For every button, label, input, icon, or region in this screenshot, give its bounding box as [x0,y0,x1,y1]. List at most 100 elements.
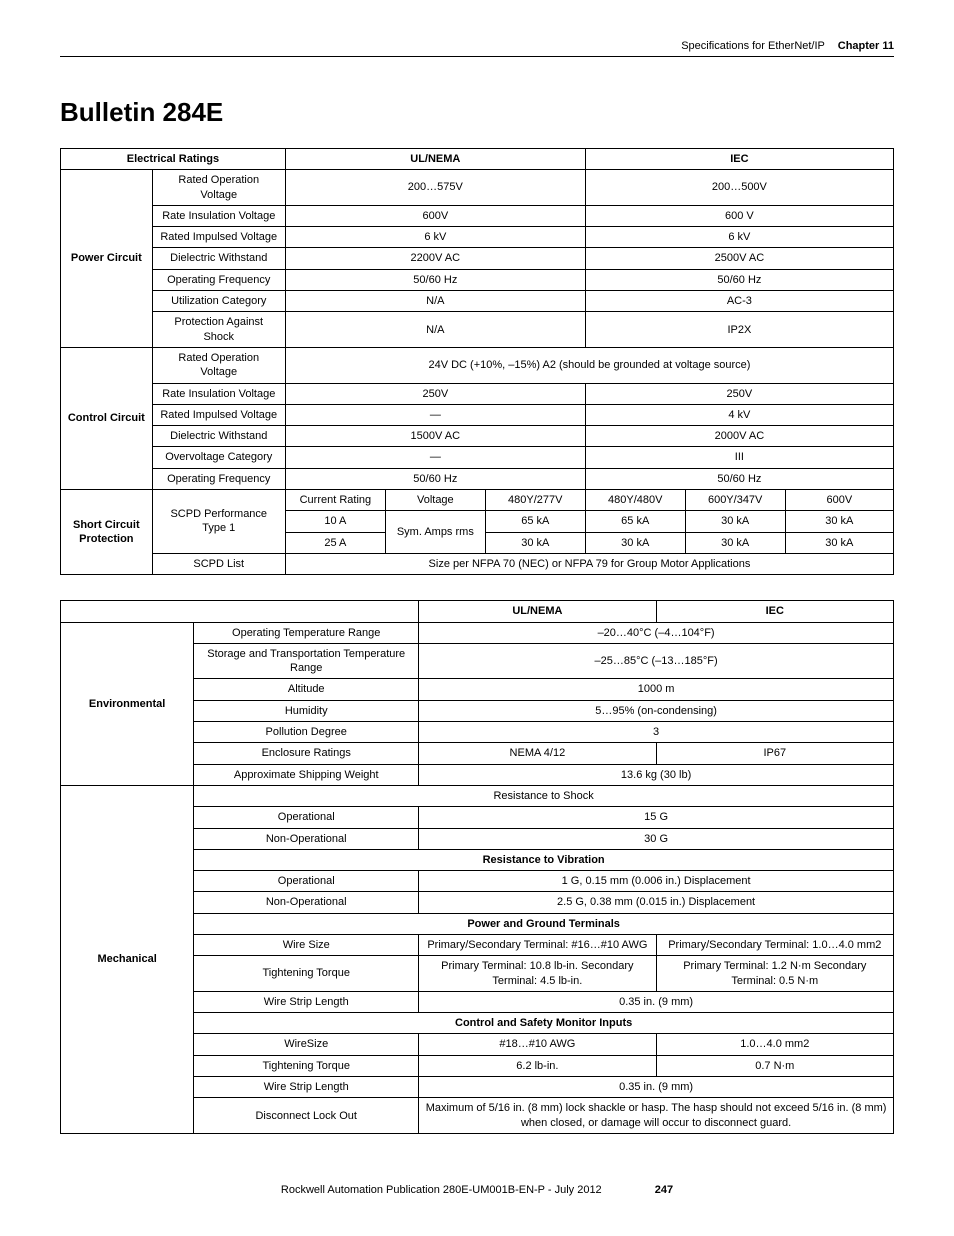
pc-row-label: Operating Frequency [152,269,285,290]
scpd-cell: 30 kA [485,532,585,553]
cs-row-ul: #18…#10 AWG [419,1034,656,1055]
cs-row-label: WireSize [194,1034,419,1055]
env-row-label: Approximate Shipping Weight [194,764,419,785]
pc-row-ul: N/A [285,291,585,312]
scpd-cell: 30 kA [685,532,785,553]
vib-row-val: 2.5 G, 0.38 mm (0.015 in.) Displacement [419,892,894,913]
footer-publication: Rockwell Automation Publication 280E-UM0… [281,1184,602,1196]
cc-row-ul: 1500V AC [285,426,585,447]
cc-row-label: Dielectric Withstand [152,426,285,447]
cc-row-ul: — [285,447,585,468]
footer-page-number: 247 [655,1184,673,1196]
vib-row-label: Non-Operational [194,892,419,913]
pg-row-val: 0.35 in. (9 mm) [419,991,894,1012]
scpd-h5: 600Y/347V [685,490,785,511]
electrical-ratings-table: Electrical Ratings UL/NEMA IEC Power Cir… [60,148,894,575]
th-iec2: IEC [656,601,893,622]
scpd-type-label: SCPD Performance Type 1 [152,490,285,554]
cs-row-ul: 6.2 lb-in. [419,1055,656,1076]
scpd-h6: 600V [785,490,893,511]
pc-row-ul: 6 kV [285,227,585,248]
power-circuit-label: Power Circuit [61,170,153,348]
env-row-iec: IP67 [656,743,893,764]
th-electrical-ratings: Electrical Ratings [61,149,286,170]
env-row-val: 13.6 kg (30 lb) [419,764,894,785]
env-row-label: Humidity [194,700,419,721]
cc-row-iec: 50/60 Hz [585,468,893,489]
pc-row-label: Rated Operation Voltage [152,170,285,206]
env-row-label: Pollution Degree [194,722,419,743]
pc-row-ul: 600V [285,205,585,226]
cc-row-label: Operating Frequency [152,468,285,489]
header-chapter: Chapter 11 [838,40,894,52]
cc-row-span: 24V DC (+10%, –15%) A2 (should be ground… [285,347,893,383]
environmental-label: Environmental [61,622,194,785]
cs-row-iec: 1.0…4.0 mm2 [656,1034,893,1055]
pg-row-label: Tightening Torque [194,956,419,992]
shock-row-val: 15 G [419,807,894,828]
cs-row-label: Wire Strip Length [194,1077,419,1098]
scpd-h3: 480Y/277V [485,490,585,511]
pc-row-label: Utilization Category [152,291,285,312]
mechanical-label: Mechanical [61,785,194,1133]
scpd-cell: 30 kA [785,511,893,532]
scpd-cr: 10 A [285,511,385,532]
pc-row-ul: N/A [285,312,585,348]
vib-row-label: Operational [194,871,419,892]
pg-row-label: Wire Size [194,934,419,955]
power-ground-header: Power and Ground Terminals [194,913,894,934]
pg-row-ul: Primary/Secondary Terminal: #16…#10 AWG [419,934,656,955]
pg-row-ul: Primary Terminal: 10.8 lb-in. Secondary … [419,956,656,992]
scpd-cr: 25 A [285,532,385,553]
cc-row-label: Rate Insulation Voltage [152,383,285,404]
page-title: Bulletin 284E [60,97,894,128]
env-row-label: Storage and Transportation Temperature R… [194,643,419,679]
env-row-label: Altitude [194,679,419,700]
pg-row-iec: Primary Terminal: 1.2 N·m Secondary Term… [656,956,893,992]
cc-row-label: Rated Operation Voltage [152,347,285,383]
cs-row-label: Disconnect Lock Out [194,1098,419,1134]
pc-row-iec: 50/60 Hz [585,269,893,290]
shock-row-label: Operational [194,807,419,828]
scpd-cell: 30 kA [585,532,685,553]
scpd-h2: Voltage [385,490,485,511]
vibration-header: Resistance to Vibration [194,849,894,870]
header-doc-title: Specifications for EtherNet/IP [681,40,824,52]
short-circuit-label: Short Circuit Protection [61,490,153,575]
shock-row-val: 30 G [419,828,894,849]
page-footer: Rockwell Automation Publication 280E-UM0… [60,1184,894,1196]
pg-row-iec: Primary/Secondary Terminal: 1.0…4.0 mm2 [656,934,893,955]
scpd-cell: 65 kA [485,511,585,532]
env-row-val: –25…85°C (–13…185°F) [419,643,894,679]
env-row-label: Operating Temperature Range [194,622,419,643]
shock-header: Resistance to Shock [194,785,894,806]
scpd-cell: 30 kA [685,511,785,532]
pc-row-ul: 2200V AC [285,248,585,269]
cc-row-ul: 250V [285,383,585,404]
env-row-val: 1000 m [419,679,894,700]
env-row-ul: NEMA 4/12 [419,743,656,764]
pc-row-ul: 200…575V [285,170,585,206]
scpd-cell: 30 kA [785,532,893,553]
scpd-list-val: Size per NFPA 70 (NEC) or NFPA 79 for Gr… [285,553,893,574]
scpd-h1: Current Rating [285,490,385,511]
cs-row-val: 0.35 in. (9 mm) [419,1077,894,1098]
scpd-list-label: SCPD List [152,553,285,574]
cc-row-label: Overvoltage Category [152,447,285,468]
pc-row-label: Rated Impulsed Voltage [152,227,285,248]
env-row-val: 3 [419,722,894,743]
cc-row-iec: 4 kV [585,404,893,425]
shock-row-label: Non-Operational [194,828,419,849]
cc-row-ul: — [285,404,585,425]
cs-row-val: Maximum of 5/16 in. (8 mm) lock shackle … [419,1098,894,1134]
pc-row-iec: 6 kV [585,227,893,248]
cc-row-iec: 250V [585,383,893,404]
cc-row-iec: III [585,447,893,468]
pc-row-label: Protection Against Shock [152,312,285,348]
pg-row-label: Wire Strip Length [194,991,419,1012]
pc-row-label: Dielectric Withstand [152,248,285,269]
cs-row-label: Tightening Torque [194,1055,419,1076]
pc-row-iec: IP2X [585,312,893,348]
pc-row-iec: 600 V [585,205,893,226]
th-ulnema: UL/NEMA [285,149,585,170]
